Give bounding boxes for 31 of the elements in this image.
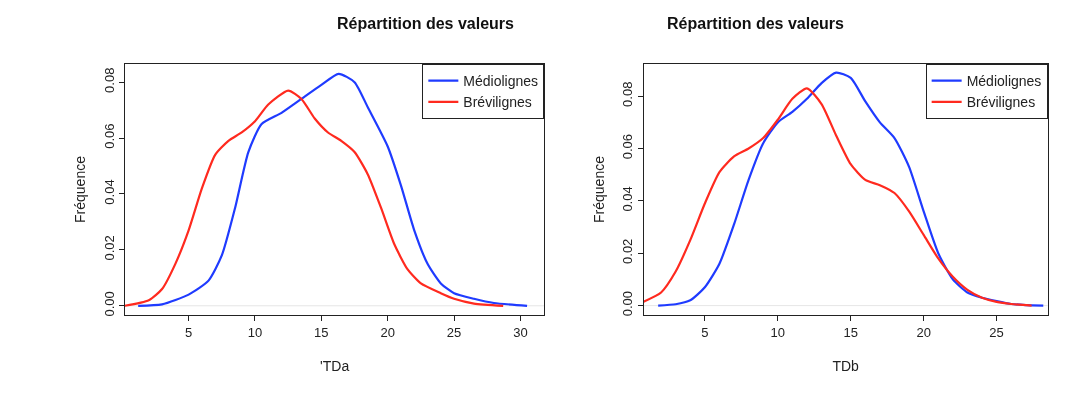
y-tick-label: 0.06 — [101, 123, 117, 149]
x-tick-label: 15 — [843, 324, 858, 340]
y-axis-title: Fréquence — [590, 155, 607, 223]
legend-label: Médiolignes — [463, 73, 539, 90]
x-tick-label: 30 — [513, 324, 528, 340]
y-tick-label: 0.08 — [101, 67, 117, 93]
y-tick-label: 0.04 — [620, 186, 636, 212]
x-tick-label: 5 — [701, 324, 709, 340]
y-tick-label: 0.02 — [101, 235, 117, 261]
legend-label: Médiolignes — [966, 73, 1042, 90]
x-tick-label: 15 — [314, 324, 329, 340]
x-tick-label: 25 — [989, 324, 1004, 340]
y-tick-label: 0.06 — [620, 133, 636, 160]
chart-title: Répartition des valeurs — [337, 15, 515, 32]
y-tick-label: 0.08 — [620, 81, 636, 107]
x-axis-title: 'TDa — [320, 357, 350, 374]
x-tick-label: 20 — [380, 324, 395, 340]
x-tick-label: 20 — [916, 324, 931, 340]
y-tick-label: 0.00 — [101, 291, 117, 317]
y-axis-title: Fréquence — [72, 155, 89, 223]
x-tick-label: 10 — [247, 324, 263, 340]
x-tick-label: 10 — [770, 324, 786, 340]
legend-label: Brévilignes — [966, 94, 1036, 111]
y-tick-label: 0.02 — [620, 238, 636, 264]
x-tick-label: 5 — [185, 324, 193, 340]
y-tick-label: 0.04 — [101, 179, 117, 205]
y-tick-label: 0.00 — [620, 290, 636, 317]
x-tick-label: 25 — [446, 324, 462, 340]
chart-title: Répartition des valeurs — [667, 15, 845, 32]
legend-label: Brévilignes — [463, 94, 532, 111]
x-axis-title: TDb — [832, 357, 860, 374]
